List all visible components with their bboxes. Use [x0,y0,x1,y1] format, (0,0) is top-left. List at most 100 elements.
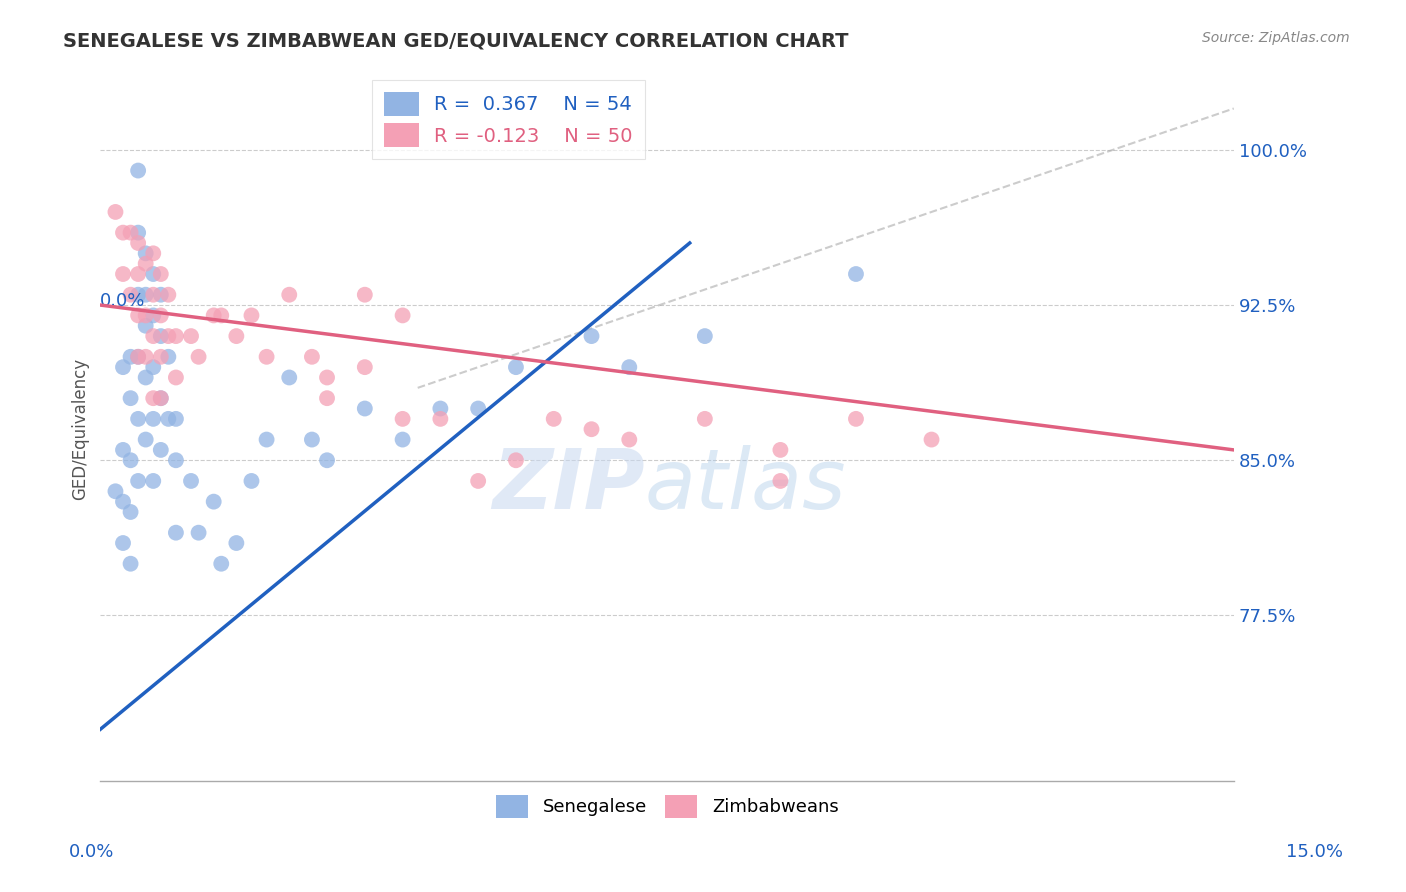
Point [209,557,232,571]
Point [127,287,149,301]
Point [120,287,142,301]
Point [127,235,149,250]
Point [505,453,527,467]
Point [135,257,157,271]
Point [142,287,165,301]
Point [135,350,157,364]
Point [104,484,127,499]
Point [157,287,180,301]
Point [316,453,339,467]
Text: 0.0%: 0.0% [100,292,146,310]
Point [391,309,413,323]
Point [391,412,413,426]
Y-axis label: GED/Equivalency: GED/Equivalency [72,359,89,500]
Point [845,412,868,426]
Point [240,474,263,488]
Point [120,350,142,364]
Point [165,329,187,343]
Point [127,474,149,488]
Text: 15.0%: 15.0% [1286,843,1343,861]
Point [581,422,603,436]
Point [256,433,278,447]
Point [149,442,172,457]
Point [120,557,142,571]
Point [316,370,339,384]
Point [467,401,489,416]
Point [301,433,323,447]
Point [120,226,142,240]
Point [111,360,134,375]
Point [165,412,187,426]
Point [127,412,149,426]
Point [111,494,134,508]
Point [278,287,301,301]
Point [187,350,209,364]
Point [135,318,157,333]
Point [135,309,157,323]
Point [429,401,451,416]
Text: 0.0%: 0.0% [69,843,114,861]
Point [142,329,165,343]
Point [127,350,149,364]
Point [111,442,134,457]
Point [202,494,225,508]
Point [142,474,165,488]
Point [149,391,172,405]
Point [142,360,165,375]
Point [202,309,225,323]
Point [149,329,172,343]
Point [111,267,134,281]
Point [165,453,187,467]
Point [104,205,127,219]
Point [157,329,180,343]
Point [316,391,339,405]
Point [127,163,149,178]
Point [135,370,157,384]
Point [769,474,792,488]
Point [120,505,142,519]
Point [581,329,603,343]
Point [135,433,157,447]
Point [225,329,247,343]
Point [240,309,263,323]
Point [505,360,527,375]
Point [391,433,413,447]
Text: ZIP: ZIP [492,445,644,526]
Point [142,391,165,405]
Point [135,246,157,260]
Point [149,287,172,301]
Legend: Senegalese, Zimbabweans: Senegalese, Zimbabweans [488,789,846,825]
Point [543,412,565,426]
Point [135,287,157,301]
Point [165,370,187,384]
Point [127,267,149,281]
Point [127,226,149,240]
Point [256,350,278,364]
Point [353,360,375,375]
Point [149,309,172,323]
Point [180,474,202,488]
Text: atlas: atlas [644,445,846,526]
Point [693,412,716,426]
Point [693,329,716,343]
Point [157,412,180,426]
Point [353,401,375,416]
Point [353,287,375,301]
Point [187,525,209,540]
Point [142,309,165,323]
Point [165,525,187,540]
Point [180,329,202,343]
Text: SENEGALESE VS ZIMBABWEAN GED/EQUIVALENCY CORRELATION CHART: SENEGALESE VS ZIMBABWEAN GED/EQUIVALENCY… [63,31,849,50]
Point [225,536,247,550]
Point [619,433,641,447]
Point [429,412,451,426]
Point [209,309,232,323]
Point [120,453,142,467]
Point [157,350,180,364]
Point [127,309,149,323]
Point [769,442,792,457]
Point [142,267,165,281]
Point [142,412,165,426]
Point [619,360,641,375]
Point [921,433,943,447]
